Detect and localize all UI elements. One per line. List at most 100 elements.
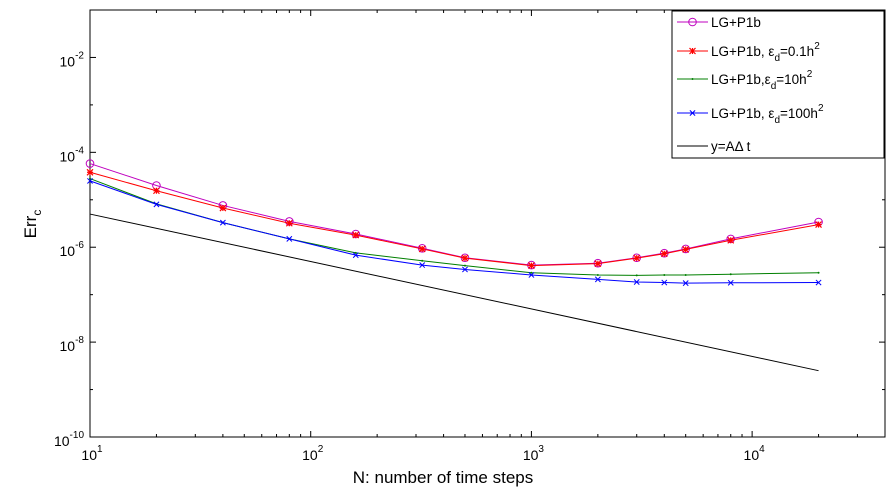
marker-star-stroke [527,262,535,270]
marker-dot [684,273,687,276]
marker-star [461,254,469,262]
marker-star-stroke [660,250,668,258]
x-tick-label: 103 [523,444,545,463]
x-tick-label-exp: 3 [538,444,544,455]
marker-x-stroke [87,177,93,184]
marker-x [528,272,535,278]
series-line [89,213,819,372]
legend-label-text: LG+P1b [711,15,761,30]
marker-star-stroke [594,260,602,268]
marker-star [86,168,94,176]
y-tick-label-base: 10 [54,433,70,449]
legend-label-sub: d [771,81,777,92]
marker-dot [635,274,638,277]
legend-entry-3: LG+P1b,εd=10h2 [677,69,813,92]
marker-star [219,204,227,212]
legend-label: LG+P1b,εd=10h2 [711,69,813,92]
x-tick-label-base: 10 [744,447,760,463]
marker-dot [817,271,820,274]
legend-label-sup: 2 [814,41,820,52]
marker-x [462,266,468,273]
marker-x-stroke [219,219,226,226]
marker-x-stroke [419,262,426,269]
marker-x [286,235,293,242]
legend-label-text: =0.1h [780,44,814,59]
marker-dot [729,273,732,276]
marker-star [815,221,822,229]
y-tick-label-base: 10 [60,243,76,259]
legend-label-greek: ε [768,106,774,121]
legend-label: LG+P1b, εd=100h2 [711,103,824,126]
marker-star-stroke [418,245,426,253]
marker-star-stroke [285,219,293,227]
x-tick-label: 102 [302,444,324,463]
x-tick-label: 101 [81,444,103,463]
marker-x-stroke [528,272,535,278]
series-line [89,171,819,267]
marker-star-stroke [633,254,641,262]
marker-x-stroke [286,235,293,242]
marker-star-stroke [352,231,360,239]
marker-x-stroke [633,279,640,285]
y-tick-label-base: 10 [60,338,76,354]
marker-x-stroke [682,280,689,287]
marker-dot [596,273,599,276]
x-tick-label-base: 10 [523,447,539,463]
legend-label: LG+P1b, εd=0.1h2 [711,41,820,64]
y-tick-label-base: 10 [60,53,76,69]
series-2 [86,168,822,270]
marker-star [352,231,360,239]
marker-star-stroke [219,204,227,212]
legend-label-text: LG+P1b, [711,106,768,121]
legend-label-text: LG+P1b, [711,72,765,87]
series-line [89,180,819,284]
marker-x-stroke [815,279,822,286]
y-axis-label-main: Err [21,215,40,238]
x-tick-label-exp: 1 [97,444,103,455]
legend-label-text: =10h [776,72,806,87]
marker-star [660,250,668,258]
marker-x-stroke [352,252,359,259]
legend-label-text: LG+P1b, [711,44,768,59]
legend-entry-2: LG+P1b, εd=0.1h2 [677,41,820,64]
y-tick-label-exp: -6 [75,240,84,251]
marker-x [633,279,640,285]
marker-star [633,254,641,262]
x-tick-label: 104 [744,444,766,463]
marker-x-stroke [594,276,601,283]
marker-star [682,245,690,253]
y-axis-label: Errc [21,210,44,239]
marker-circle [688,17,697,27]
y-tick-label: 10-4 [60,145,85,164]
series-4 [87,177,822,287]
x-tick-label-exp: 4 [759,444,765,455]
marker-star [594,260,602,268]
marker-star [418,245,426,253]
y-tick-label-exp: -8 [75,335,84,346]
marker-dot [89,177,91,180]
y-tick-label-exp: -2 [75,50,84,61]
marker-dot [354,251,357,254]
marker-star-stroke [727,236,735,244]
legend-label-greek: Δ [735,139,744,154]
series-layer [85,159,823,372]
y-tick-label-exp: -4 [75,145,84,156]
svg-text:Errc: Errc [21,210,44,239]
legend-label-sub: d [774,115,780,126]
marker-star-stroke [153,187,160,195]
legend-box [671,10,885,159]
legend-entry-5: y=AΔ t [677,139,751,154]
legend-label-greek: ε [765,72,771,87]
marker-x [352,252,359,259]
legend-label-text: =100h [780,106,818,121]
marker-x [815,279,822,286]
y-tick-label-base: 10 [60,148,76,164]
marker-x [219,219,226,226]
marker-star [689,47,696,55]
marker-x [661,279,668,286]
marker-dot [530,271,533,274]
y-tick-label: 10-10 [54,430,84,449]
